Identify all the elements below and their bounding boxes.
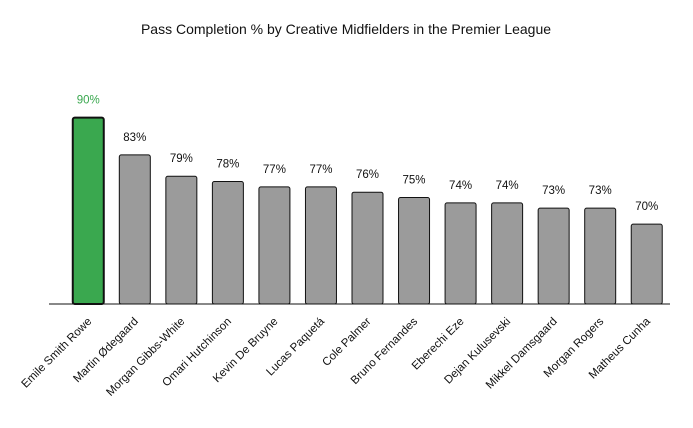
value-label-7: 75% [403, 175, 426, 187]
value-label-2: 79% [170, 153, 193, 165]
bar-0 [71, 116, 105, 305]
x-tick-label-2: Morgan Gibbs-White [104, 316, 187, 399]
value-label-3: 78% [216, 159, 239, 171]
value-label-10: 73% [542, 185, 565, 197]
bars-group [71, 116, 663, 305]
value-label-5: 77% [309, 164, 332, 176]
bar-7 [398, 197, 431, 305]
bar-5 [304, 186, 337, 305]
bar-6 [351, 191, 384, 305]
value-label-1: 83% [123, 132, 146, 144]
bar-10 [537, 207, 570, 305]
bar-12 [630, 223, 663, 305]
value-label-0: 90% [77, 95, 100, 107]
bar-1 [118, 154, 151, 305]
bar-11 [584, 207, 617, 305]
chart-title: Pass Completion % by Creative Midfielder… [141, 21, 551, 37]
value-label-6: 76% [356, 169, 379, 181]
value-label-4: 77% [263, 164, 286, 176]
bar-2 [165, 175, 198, 305]
value-label-8: 74% [449, 180, 472, 192]
bar-4 [258, 186, 291, 305]
bar-9 [491, 202, 524, 305]
value-label-12: 70% [635, 201, 658, 213]
value-labels-group: 90% 83% 79% 78% 77% 77% 76% 75% 74% 74% 73% 73% 70% [77, 95, 658, 213]
value-label-11: 73% [589, 185, 612, 197]
bar-3 [211, 181, 244, 305]
value-label-9: 74% [496, 180, 519, 192]
bar-8 [444, 202, 477, 305]
